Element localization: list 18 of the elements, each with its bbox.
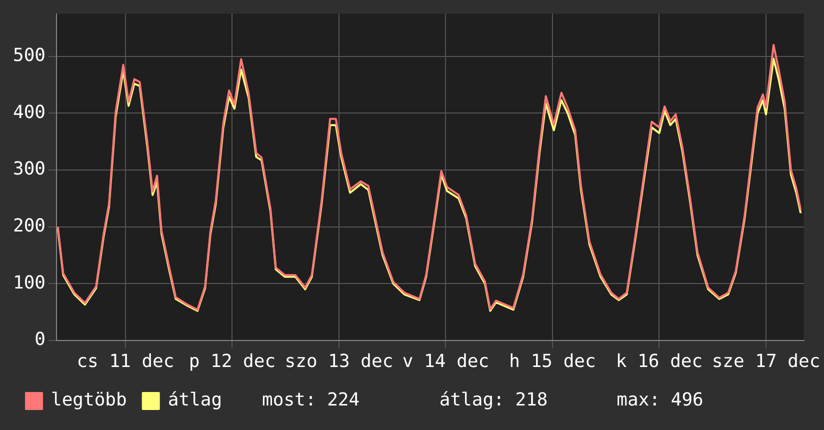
x-tick-label: cs 11 dec: [76, 350, 174, 372]
x-tick-label: k 16 dec: [616, 350, 703, 372]
legend-label: átlag: [168, 390, 222, 411]
y-tick-label: 100: [12, 272, 46, 294]
text: most: 224: [262, 390, 360, 411]
x-tick-label: p 12 dec: [188, 350, 276, 372]
y-tick-label: 400: [12, 102, 46, 123]
x-tick-label: sze 17 dec: [712, 350, 820, 372]
x-tick-label: h 15 dec: [509, 350, 596, 372]
x-tick-label: v 14 dec: [402, 350, 490, 372]
legend-label: legtöbb: [51, 390, 127, 411]
text: max: 496: [616, 390, 704, 411]
y-tick-label: 0: [34, 329, 46, 350]
y-tick-label: 300: [12, 158, 46, 180]
x-tick-label: szo 13 dec: [284, 350, 394, 372]
y-tick-label: 200: [12, 215, 46, 236]
text: átlag: 218: [439, 390, 548, 411]
y-tick-label: 500: [12, 45, 46, 66]
